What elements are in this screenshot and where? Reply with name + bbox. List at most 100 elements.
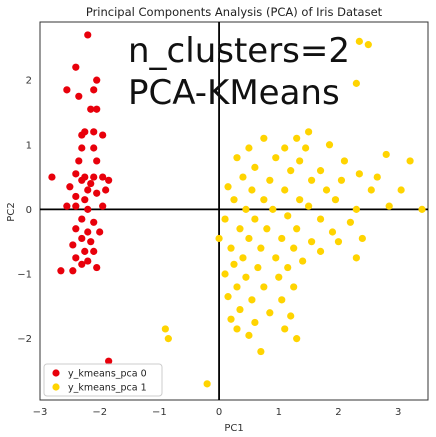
data-point [78,144,86,152]
data-point [257,244,265,252]
data-point [293,134,301,142]
data-point [251,215,259,223]
data-point [84,205,92,213]
x-axis-ticks: −3 −2 −1 0 1 2 3 [33,407,402,418]
legend-label: y_kmeans_pca 0 [68,369,147,380]
data-point [284,212,292,220]
data-point [63,86,71,94]
data-point [308,176,316,184]
data-point [260,283,268,291]
legend: y_kmeans_pca 0 y_kmeans_pca 1 [43,363,163,397]
data-point [355,170,363,178]
data-point [340,157,349,165]
data-point [296,196,304,204]
data-point [87,238,95,246]
data-point [251,163,259,171]
data-point [245,144,253,152]
data-point [84,31,92,39]
data-point [257,347,265,356]
chart-title: Principal Components Analysis (PCA) of I… [86,5,383,19]
data-point [305,128,313,136]
data-point [84,186,92,194]
data-point [224,293,232,301]
data-point [278,296,286,304]
data-point [233,154,241,162]
data-point [296,157,304,165]
data-point [281,325,289,333]
data-point [66,183,74,191]
data-point [242,273,250,281]
plot-frame [39,21,429,401]
data-point [93,105,101,113]
data-point [260,196,268,204]
data-point [406,157,414,165]
data-point [233,283,241,291]
data-point [245,331,253,339]
data-point [316,247,325,255]
annotation-n-clusters: n_clusters=2 [128,31,350,71]
y-tick-label: 2 [26,76,32,87]
data-point [281,144,289,152]
data-point [358,234,366,243]
y-tick-label: −2 [17,334,32,345]
data-point [272,154,280,162]
data-point [287,312,295,320]
data-point [248,186,256,194]
data-point [236,305,244,314]
data-point [233,325,241,333]
data-point [290,244,298,252]
data-point [230,196,238,204]
data-point [87,179,95,188]
data-point [251,318,259,327]
legend-marker [52,383,60,391]
data-point [385,202,393,210]
series-1 [161,37,426,388]
data-point [373,173,381,181]
data-point [382,150,390,159]
data-point [266,176,274,184]
data-point [287,167,295,175]
y-tick-label: 0 [26,205,32,216]
legend-marker [52,369,60,377]
data-point [93,157,101,165]
data-point [322,186,331,194]
y-axis-label: PC2 [6,202,17,221]
data-point [230,260,238,268]
data-point [99,202,107,210]
data-point [105,176,113,184]
data-point [355,37,363,45]
data-point [275,273,283,281]
data-point [302,144,310,152]
data-point [236,225,244,233]
data-point [57,267,65,275]
x-tick-label: −3 [33,407,48,418]
data-point [72,192,80,201]
data-point [69,241,77,249]
data-point [87,105,95,113]
y-axis-ticks: −2 −1 0 1 2 [17,76,32,345]
data-point [325,141,334,149]
data-point [346,218,354,226]
data-point [248,296,256,304]
data-point [245,234,253,243]
data-point [84,228,92,236]
data-point [72,254,80,262]
data-point [263,225,271,233]
data-point [290,283,298,291]
data-point [364,41,372,49]
annotation-method: PCA-KMeans [128,73,340,113]
x-axis-label: PC1 [224,423,243,434]
data-point [284,263,292,272]
data-point [316,215,325,223]
data-point [90,144,98,152]
data-point [334,238,343,246]
data-point [221,215,229,223]
data-point [227,244,235,252]
data-point [78,260,86,268]
data-point [48,173,56,181]
data-point [221,270,229,278]
data-point [63,202,71,210]
x-tick-label: −1 [152,407,167,418]
x-tick-label: −2 [92,407,107,418]
data-point [254,263,262,272]
